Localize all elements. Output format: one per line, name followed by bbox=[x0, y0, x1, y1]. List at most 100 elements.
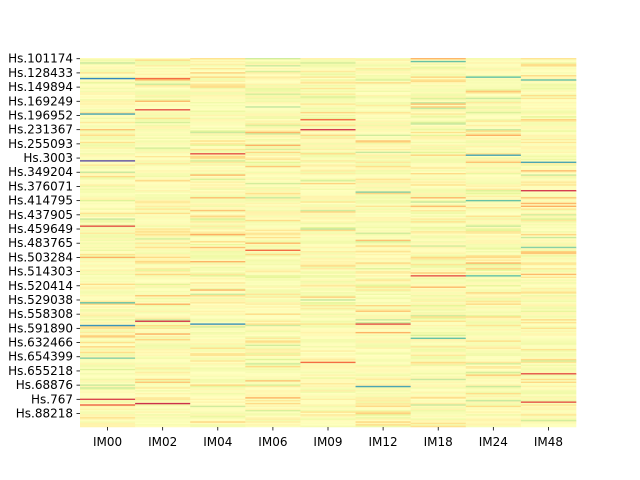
heatmap-cell bbox=[245, 347, 301, 350]
heatmap-cell bbox=[245, 391, 301, 394]
heatmap-cell bbox=[410, 75, 467, 77]
heatmap-cell bbox=[465, 351, 522, 354]
heatmap-cell bbox=[355, 405, 411, 408]
heatmap-cell bbox=[245, 412, 301, 415]
heatmap-cell bbox=[135, 195, 191, 198]
heatmap-cell bbox=[80, 299, 136, 301]
heatmap-cell bbox=[245, 145, 301, 148]
heatmap-cell bbox=[135, 161, 191, 164]
heatmap-cell bbox=[190, 165, 246, 168]
heatmap-cell bbox=[300, 158, 356, 161]
heatmap-cell bbox=[300, 150, 356, 152]
heatmap-cell bbox=[465, 392, 522, 395]
heatmap-cell bbox=[355, 310, 411, 313]
heatmap-cell bbox=[245, 350, 301, 353]
heatmap-cell bbox=[135, 289, 191, 292]
heatmap-cell bbox=[465, 62, 522, 64]
heatmap-cell bbox=[300, 312, 356, 314]
heatmap-cell bbox=[465, 60, 522, 63]
heatmap-cell bbox=[80, 163, 136, 165]
heatmap-cell bbox=[245, 375, 301, 378]
heatmap-cell bbox=[300, 316, 356, 319]
heatmap-cell bbox=[355, 391, 411, 394]
heatmap-cell bbox=[300, 402, 356, 405]
heatmap-cell bbox=[135, 385, 191, 388]
heatmap-cell bbox=[80, 344, 136, 347]
heatmap-cell bbox=[135, 411, 191, 414]
heatmap-cell bbox=[410, 103, 467, 106]
heatmap-cell bbox=[465, 329, 522, 331]
heatmap-cell bbox=[355, 167, 411, 169]
heatmap-cell bbox=[80, 270, 136, 273]
heatmap-cell bbox=[300, 251, 356, 253]
y-tick-label: Hs.591890 bbox=[8, 321, 73, 335]
heatmap-cell bbox=[410, 344, 467, 347]
heatmap-cell bbox=[465, 296, 522, 299]
heatmap-cell bbox=[465, 238, 522, 240]
heatmap-cell bbox=[355, 404, 411, 407]
heatmap-cell bbox=[135, 398, 191, 401]
heatmap-cell bbox=[410, 273, 467, 276]
heatmap-cell bbox=[80, 260, 136, 263]
heatmap-cell bbox=[80, 343, 136, 345]
heatmap-cell bbox=[245, 82, 301, 84]
heatmap-cell bbox=[135, 304, 191, 307]
heatmap-cell bbox=[465, 208, 522, 211]
heatmap-cell bbox=[80, 259, 136, 262]
heatmap-cell bbox=[410, 111, 467, 114]
heatmap-cell bbox=[520, 174, 577, 177]
heatmap-cell bbox=[245, 148, 301, 151]
heatmap-cell bbox=[520, 170, 577, 172]
heatmap-cell bbox=[300, 218, 356, 221]
heatmap-cell bbox=[520, 333, 577, 336]
heatmap-cell bbox=[135, 130, 191, 133]
heatmap-cell bbox=[245, 242, 301, 245]
heatmap-cell bbox=[80, 194, 136, 196]
heatmap-cell bbox=[190, 350, 246, 353]
heatmap-cell bbox=[355, 63, 411, 66]
heatmap-cell bbox=[245, 404, 301, 407]
heatmap-cell bbox=[190, 117, 246, 120]
heatmap-cell bbox=[520, 392, 577, 395]
heatmap-cell bbox=[410, 368, 467, 371]
heatmap-cell bbox=[80, 228, 136, 231]
heatmap-cell bbox=[355, 131, 411, 134]
heatmap-cell bbox=[465, 268, 522, 270]
heatmap-cell bbox=[80, 303, 136, 306]
heatmap-cell bbox=[135, 184, 191, 187]
heatmap-cell bbox=[80, 302, 136, 304]
heatmap-cell bbox=[300, 411, 356, 414]
heatmap-cell bbox=[80, 198, 136, 201]
heatmap-cell bbox=[245, 111, 301, 114]
heatmap-cell bbox=[80, 365, 136, 368]
heatmap-cell bbox=[190, 225, 246, 228]
heatmap-cell bbox=[410, 126, 467, 128]
heatmap-cell bbox=[245, 277, 301, 280]
heatmap-cell bbox=[190, 121, 246, 124]
heatmap-cell bbox=[135, 270, 191, 273]
heatmap-cell bbox=[300, 84, 356, 87]
heatmap-cell bbox=[355, 120, 411, 123]
heatmap-cell bbox=[190, 260, 246, 263]
heatmap-cell bbox=[465, 289, 522, 292]
heatmap-cell bbox=[245, 171, 301, 174]
heatmap-cell bbox=[80, 109, 136, 111]
heatmap-cell bbox=[135, 121, 191, 124]
heatmap-cell bbox=[520, 165, 577, 168]
heatmap-cell bbox=[300, 394, 356, 397]
heatmap-cell bbox=[190, 357, 246, 360]
heatmap-cell bbox=[190, 415, 246, 418]
heatmap-cell bbox=[80, 171, 136, 174]
heatmap-cell bbox=[465, 124, 522, 127]
heatmap-cell bbox=[410, 199, 467, 202]
heatmap-cell bbox=[410, 77, 467, 80]
heatmap-cell bbox=[300, 341, 356, 344]
heatmap-cell bbox=[80, 197, 136, 199]
heatmap-cell bbox=[520, 256, 577, 259]
heatmap-cell bbox=[245, 124, 301, 127]
heatmap-cell bbox=[80, 121, 136, 124]
heatmap-cell bbox=[520, 302, 577, 304]
heatmap-cell bbox=[190, 137, 246, 140]
heatmap-cell bbox=[410, 218, 467, 221]
heatmap-cell bbox=[300, 201, 356, 204]
